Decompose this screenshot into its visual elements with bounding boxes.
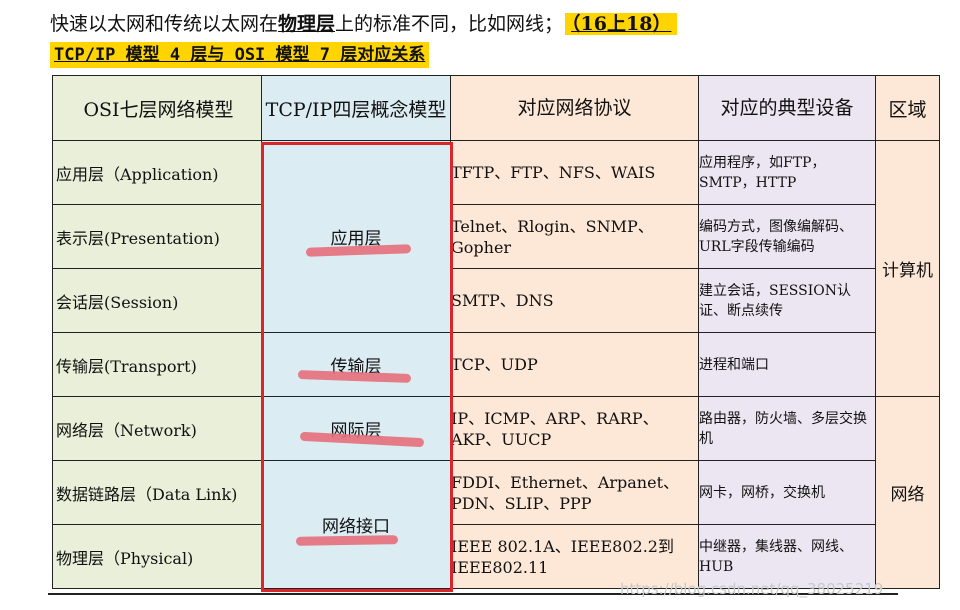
protocol-cell: FDDI、Ethernet、Arpanet、PDN、SLIP、PPP: [450, 460, 699, 525]
device-cell: 应用程序，如FTP，SMTP，HTTP: [698, 140, 876, 205]
tcpip-label: 网际层: [330, 421, 382, 441]
table-row: 表示层(Presentation) Telnet、Rlogin、SNMP、Gop…: [52, 204, 940, 269]
osi-layer-datalink: 数据链路层（Data Link): [52, 460, 262, 525]
device-cell: 编码方式，图像编解码、URL字段传输编码: [698, 204, 876, 269]
table-header-row: OSI七层网络模型 TCP/IP四层概念模型 对应网络协议 对应的典型设备 区域: [52, 75, 940, 141]
osi-tcpip-table: OSI七层网络模型 TCP/IP四层概念模型 对应网络协议 对应的典型设备 区域…: [52, 75, 940, 589]
tcpip-label: 传输层: [330, 357, 382, 377]
osi-layer-session: 会话层(Session): [52, 268, 262, 333]
tcpip-layer-application: 应用层: [261, 140, 451, 333]
device-cell: 网卡，网桥，交换机: [698, 460, 876, 525]
header-osi: OSI七层网络模型: [52, 75, 262, 141]
exam-reference: （16上18）: [565, 13, 678, 35]
region-computer: 计算机: [875, 140, 940, 397]
protocol-cell: IP、ICMP、ARP、RARP、AKP、UUCP: [450, 396, 699, 461]
tcpip-label: 应用层: [330, 229, 382, 249]
header-tcpip: TCP/IP四层概念模型: [261, 75, 451, 141]
device-cell: 进程和端口: [698, 332, 876, 397]
table-row: 会话层(Session) SMTP、DNS 建立会话，SESSION认证、断点续…: [52, 268, 940, 333]
header-devices: 对应的典型设备: [698, 75, 876, 141]
tcpip-layer-network-interface: 网络接口: [261, 460, 451, 589]
bottom-divider: [48, 593, 898, 595]
protocol-cell: TCP、UDP: [450, 332, 699, 397]
osi-layer-physical: 物理层（Physical): [52, 524, 262, 589]
header-protocols: 对应网络协议: [450, 75, 699, 141]
header-region: 区域: [875, 75, 940, 141]
intro-prefix: 快速以太网和传统以太网在: [50, 13, 279, 35]
table-row: 应用层（Application) 应用层 TFTP、FTP、NFS、WAIS 应…: [52, 140, 940, 397]
protocol-cell: Telnet、Rlogin、SNMP、Gopher: [450, 204, 699, 269]
intro-suffix: 上的标准不同，比如网线；: [335, 13, 564, 35]
tcpip-layer-transport: 传输层: [261, 332, 451, 397]
table-row: 网络层（Network) 网际层 IP、ICMP、ARP、RARP、AKP、UU…: [52, 396, 940, 589]
osi-layer-transport: 传输层(Transport): [52, 332, 262, 397]
table-row: 物理层（Physical) IEEE 802.1A、IEEE802.2到IEEE…: [52, 524, 940, 589]
tcpip-label: 网络接口: [322, 517, 390, 537]
protocol-cell: SMTP、DNS: [450, 268, 699, 333]
osi-layer-application: 应用层（Application): [52, 140, 262, 205]
watermark: https://blog.csdn.net/qq_38025219: [620, 580, 884, 598]
osi-layer-network: 网络层（Network): [52, 396, 262, 461]
protocol-cell: IEEE 802.1A、IEEE802.2到IEEE802.11: [450, 524, 699, 589]
region-network: 网络: [875, 396, 940, 589]
table-row: 传输层(Transport) 传输层 TCP、UDP 进程和端口: [52, 332, 940, 397]
device-cell: 建立会话，SESSION认证、断点续传: [698, 268, 876, 333]
intro-emphasis: 物理层: [278, 13, 336, 35]
device-cell: 路由器，防火墙、多层交换机: [698, 396, 876, 461]
protocol-cell: TFTP、FTP、NFS、WAIS: [450, 140, 699, 205]
table-row: 数据链路层（Data Link) 网络接口 FDDI、Ethernet、Arpa…: [52, 460, 940, 589]
subtitle: TCP/IP 模型 4 层与 OSI 模型 7 层对应关系: [50, 42, 430, 68]
tcpip-layer-internet: 网际层: [261, 396, 451, 461]
osi-layer-presentation: 表示层(Presentation): [52, 204, 262, 269]
intro-text: 快速以太网和传统以太网在物理层上的标准不同，比如网线； （16上18）: [50, 10, 678, 38]
device-cell: 中继器，集线器、网线、HUB: [698, 524, 876, 589]
